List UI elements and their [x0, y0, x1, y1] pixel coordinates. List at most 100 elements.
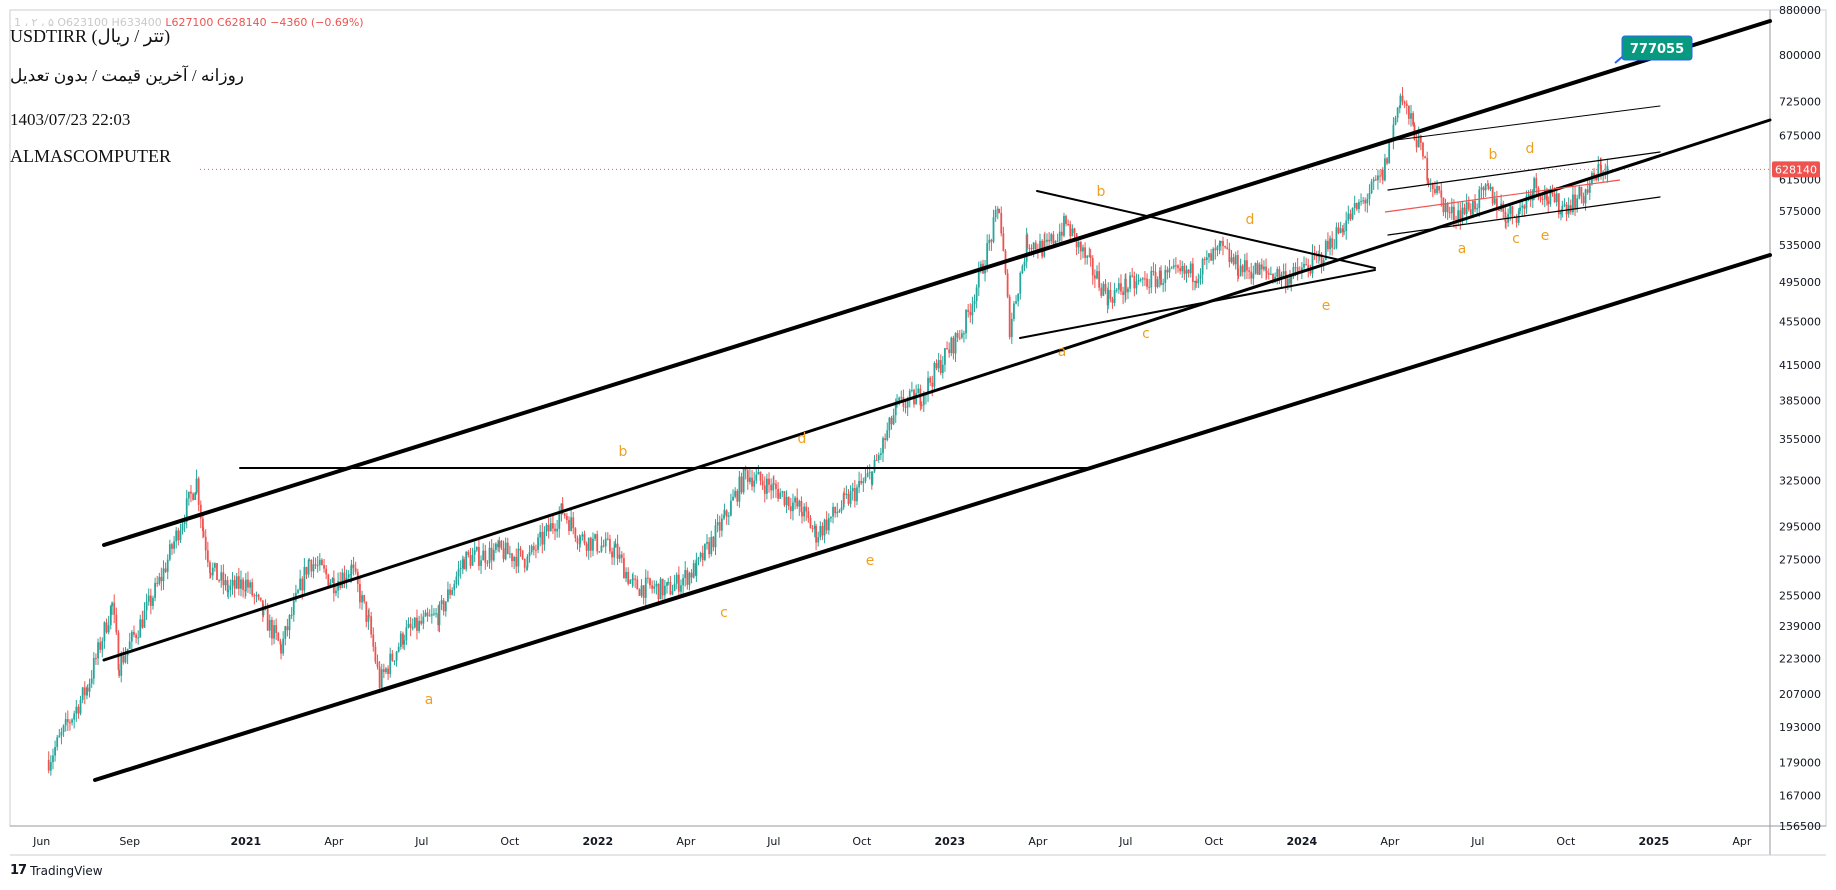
candle-body — [618, 554, 621, 559]
candle-body — [1480, 187, 1483, 190]
x-tick-label: Oct — [500, 835, 520, 848]
candle-body — [1487, 185, 1490, 190]
candle-body — [1104, 283, 1107, 292]
candle-body — [734, 490, 737, 497]
candle-body — [216, 563, 218, 581]
candle-body — [183, 521, 186, 525]
channel-middle-line[interactable] — [102, 118, 1772, 662]
channel-upper-line[interactable] — [102, 19, 1772, 547]
candle-body — [1230, 257, 1233, 262]
wedge-upper-line[interactable] — [1387, 151, 1661, 191]
candle-body — [128, 641, 131, 649]
candle-body — [523, 558, 526, 568]
candle-body — [444, 601, 447, 612]
candle-body — [1580, 186, 1583, 197]
candle-body — [1187, 269, 1190, 274]
chart-subtitle: روزانه / آخرین قیمت / بدون تعدیل — [10, 66, 245, 85]
target-label: 777055 — [1630, 42, 1684, 57]
candle-body — [853, 488, 856, 502]
wave-label: e — [1541, 228, 1550, 244]
candle-body — [486, 562, 489, 564]
candle-body — [718, 522, 721, 531]
candle-body — [1170, 267, 1173, 269]
candle-body — [958, 337, 961, 339]
candle-body — [255, 594, 258, 596]
candle-body — [1219, 240, 1222, 244]
wedge-outer-top[interactable] — [1387, 105, 1661, 142]
candle-body — [1203, 259, 1206, 261]
candle-body — [139, 619, 142, 638]
candle-body — [54, 747, 56, 756]
candle-body — [1384, 158, 1386, 181]
candle-body — [1082, 247, 1084, 252]
candle-body — [1216, 246, 1219, 251]
candle-body — [154, 582, 156, 598]
candle-body — [632, 578, 634, 580]
triangle-upper-line[interactable] — [1036, 190, 1376, 269]
candle-body — [465, 551, 468, 570]
candle-body — [606, 538, 609, 540]
candle-body — [86, 687, 89, 692]
candle-body — [418, 620, 420, 631]
candle-body — [399, 633, 402, 647]
candle-body — [521, 550, 524, 559]
candle-body — [1088, 255, 1091, 257]
wedge-lower-line[interactable] — [1387, 196, 1661, 236]
candle-body — [1272, 273, 1274, 281]
candle-body — [1067, 223, 1070, 225]
candle-body — [627, 571, 630, 584]
candle-body — [327, 574, 330, 586]
wave-label: d — [1246, 212, 1255, 228]
candle-body — [1399, 95, 1402, 106]
candle-body — [471, 554, 474, 566]
x-tick-label: 2021 — [231, 835, 262, 848]
candle-body — [222, 572, 225, 586]
candle-body — [785, 496, 788, 506]
candle-body — [1246, 260, 1248, 271]
candle-body — [1345, 220, 1348, 232]
triangle-lower-line[interactable] — [1019, 269, 1376, 339]
candle-body — [927, 377, 929, 394]
candle-body — [1191, 263, 1194, 283]
candle-body — [1237, 275, 1240, 277]
candle-body — [1069, 224, 1072, 237]
candle-body — [341, 572, 344, 588]
candle-body — [312, 564, 315, 572]
candle-body — [1046, 239, 1048, 242]
candle-body — [1561, 205, 1564, 212]
target-badge[interactable] — [1621, 35, 1693, 61]
symbol-title: USDTIRR (تتر / ریال) — [10, 26, 171, 46]
candle-body — [604, 538, 607, 547]
candle-body — [1284, 271, 1287, 286]
candle-body — [1290, 276, 1293, 284]
candle-body — [133, 631, 135, 635]
candle-body — [845, 493, 848, 495]
x-tick-label: 2023 — [935, 835, 966, 848]
candle-body — [948, 349, 951, 354]
chart-frame — [9, 9, 1827, 827]
candle-body — [1527, 194, 1530, 197]
candle-body — [1278, 269, 1281, 280]
candle-body — [716, 522, 719, 526]
candle-body — [428, 615, 431, 617]
candle-body — [1021, 266, 1024, 273]
candle-body — [1386, 158, 1388, 164]
candle-body — [1260, 264, 1263, 270]
wedge-mid-line[interactable] — [1384, 179, 1621, 213]
candle-body — [402, 633, 404, 645]
candle-body — [900, 397, 903, 399]
candle-body — [307, 560, 310, 575]
candle-body — [83, 687, 86, 696]
candle-body — [504, 542, 507, 560]
candle-body — [589, 537, 592, 551]
candle-body — [1405, 103, 1408, 106]
channel-lower-line[interactable] — [93, 253, 1772, 782]
candle-body — [233, 579, 236, 589]
candle-body — [565, 515, 568, 521]
tradingview-logo[interactable]: 17 TradingView — [10, 863, 103, 878]
candle-body — [671, 591, 674, 595]
candle-body — [1331, 238, 1334, 248]
candle-body — [629, 580, 632, 584]
